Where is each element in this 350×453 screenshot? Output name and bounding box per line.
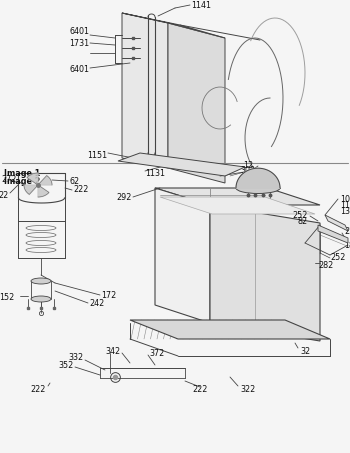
Polygon shape: [38, 176, 52, 185]
Text: 222: 222: [192, 385, 207, 394]
Text: 352: 352: [59, 361, 74, 370]
Text: 252: 252: [293, 211, 308, 220]
Text: 12: 12: [243, 161, 253, 170]
Text: 222: 222: [30, 385, 46, 394]
Polygon shape: [168, 23, 225, 183]
Polygon shape: [118, 153, 245, 176]
Polygon shape: [130, 320, 330, 339]
Polygon shape: [122, 13, 225, 38]
Polygon shape: [38, 185, 49, 197]
Text: 6401: 6401: [69, 66, 89, 74]
Text: 372: 372: [149, 348, 164, 357]
Text: 322: 322: [240, 385, 255, 394]
Text: 282: 282: [318, 261, 333, 270]
Text: 1131: 1131: [145, 169, 165, 178]
Text: 132: 132: [340, 207, 350, 216]
Text: 332: 332: [69, 353, 84, 362]
Polygon shape: [155, 188, 320, 205]
Text: 1151: 1151: [87, 150, 107, 159]
Polygon shape: [210, 205, 320, 341]
Text: 182: 182: [344, 241, 350, 250]
Text: 102: 102: [340, 194, 350, 203]
Text: 1731: 1731: [69, 39, 89, 48]
Text: 22: 22: [0, 191, 9, 199]
Polygon shape: [24, 185, 38, 194]
Polygon shape: [155, 188, 210, 323]
Text: 32: 32: [300, 347, 310, 356]
Polygon shape: [160, 197, 315, 214]
Text: 62: 62: [69, 177, 79, 185]
Text: 1141: 1141: [191, 0, 211, 10]
Text: 242: 242: [89, 299, 104, 308]
Text: 342: 342: [106, 347, 121, 356]
Ellipse shape: [31, 278, 51, 284]
Ellipse shape: [31, 296, 51, 302]
Polygon shape: [318, 225, 348, 243]
Ellipse shape: [236, 183, 280, 193]
Polygon shape: [27, 173, 38, 185]
Polygon shape: [236, 168, 280, 188]
Text: 252: 252: [330, 252, 345, 261]
Text: 6401: 6401: [69, 28, 89, 37]
Text: 232: 232: [344, 226, 350, 236]
Text: 222: 222: [73, 185, 88, 194]
Text: 152: 152: [0, 294, 14, 303]
Polygon shape: [325, 215, 348, 231]
Text: 292: 292: [117, 193, 132, 202]
Text: Image 1: Image 1: [4, 169, 40, 178]
Text: 172: 172: [101, 291, 116, 300]
Text: 272: 272: [2, 174, 17, 183]
Polygon shape: [122, 13, 168, 168]
Text: 82: 82: [298, 217, 308, 226]
Text: 112: 112: [340, 201, 350, 209]
Text: Image 2: Image 2: [4, 177, 40, 186]
Text: 302: 302: [240, 166, 256, 175]
